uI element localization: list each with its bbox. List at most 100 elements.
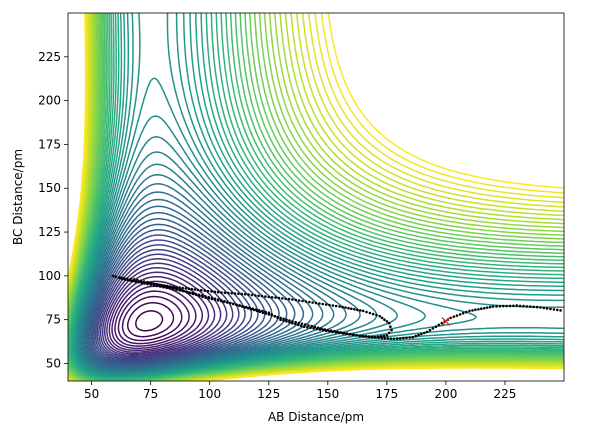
trajectory-point (365, 335, 368, 338)
contour-level (89, 223, 280, 366)
trajectory-point (159, 285, 162, 288)
contour-level (106, 271, 216, 353)
trajectory-point (132, 278, 136, 281)
trajectory-point (300, 322, 304, 326)
trajectory-point (304, 300, 308, 303)
trajectory-point (197, 293, 201, 297)
trajectory-point (471, 309, 474, 312)
trajectory-point (402, 336, 405, 340)
trajectory-point (461, 311, 465, 315)
trajectory-point (134, 280, 137, 283)
trajectory-point (518, 304, 522, 308)
trajectory-point (240, 305, 244, 308)
trajectory-point (387, 331, 391, 335)
trajectory-point (206, 289, 210, 293)
y-axis-ticks: 50 75 100 125 150 175 200 225 (38, 50, 68, 370)
x-tick-label: 175 (375, 387, 398, 401)
trajectory-point (353, 308, 356, 311)
contour-level (82, 183, 335, 371)
trajectory-point (502, 304, 505, 308)
trajectory-point (257, 294, 260, 298)
y-tick-label: 75 (46, 313, 61, 327)
x-tick-label: 225 (493, 387, 516, 401)
x-tick-label: 50 (84, 387, 99, 401)
trajectory-point (307, 324, 310, 327)
trajectory-point (308, 300, 311, 304)
trajectory-point (291, 321, 294, 325)
transition-marker (441, 316, 451, 326)
trajectory-point (118, 276, 122, 279)
trajectory-point (196, 288, 200, 292)
trajectory-point (488, 305, 492, 309)
trajectory-point (260, 294, 264, 298)
trajectory-point (249, 307, 253, 311)
trajectory-point (223, 291, 227, 295)
trajectory-point (440, 321, 444, 325)
x-tick-label: 75 (143, 387, 158, 401)
trajectory-point (498, 305, 502, 308)
trajectory-point (378, 314, 382, 318)
trajectory-point (220, 291, 223, 294)
trajectory-point (333, 330, 336, 333)
trajectory-point (181, 286, 184, 290)
contour-level (98, 253, 240, 359)
trajectory-point (204, 295, 207, 298)
trajectory-point (162, 285, 165, 289)
trajectory-point (455, 314, 459, 317)
contour-level (103, 266, 222, 355)
trajectory-point (552, 308, 556, 311)
trajectory-point (223, 300, 226, 303)
trajectory-point (274, 296, 277, 299)
trajectory-point (125, 278, 128, 281)
trajectory-point (508, 304, 512, 308)
trajectory-point (190, 287, 194, 291)
trajectory-point (512, 304, 515, 308)
contour-level (114, 285, 197, 347)
trajectory-point (193, 288, 197, 291)
contour-level (99, 258, 234, 358)
trajectory-point (349, 332, 352, 336)
trajectory-point (137, 280, 140, 284)
trajectory-point (175, 288, 178, 292)
trajectory-point (371, 312, 375, 316)
contour-level (135, 310, 164, 332)
trajectory-point (168, 287, 172, 290)
trajectory-point (140, 281, 143, 285)
trajectory-point (428, 328, 432, 332)
trajectory-point (437, 323, 441, 327)
trajectory-point (355, 333, 359, 337)
plot-frame (67, 12, 565, 382)
trajectory-point (542, 306, 546, 310)
trajectory-point (377, 336, 380, 339)
contour-lines (68, 13, 564, 381)
trajectory-point (358, 334, 362, 338)
trajectory-point (194, 292, 198, 296)
trajectory-point (341, 305, 344, 309)
trajectory-point (188, 291, 191, 294)
trajectory-point (255, 309, 259, 313)
trajectory-point (310, 324, 314, 328)
trajectory-point (387, 321, 391, 325)
trajectory-point (210, 296, 214, 300)
trajectory-point (203, 289, 206, 292)
trajectory-point (184, 287, 188, 290)
trajectory-point (485, 306, 489, 309)
trajectory-point (279, 318, 282, 322)
trajectory-point (380, 336, 384, 340)
trajectory-point (321, 302, 325, 306)
trajectory-point (299, 324, 303, 328)
trajectory-point (480, 307, 483, 311)
trajectory-point (165, 286, 169, 290)
trajectory-point (408, 336, 412, 339)
trajectory-point (250, 293, 254, 297)
contour-level (117, 290, 190, 345)
trajectory-point (184, 290, 188, 293)
trajectory-point (207, 295, 210, 299)
trajectory-point (232, 302, 235, 306)
trajectory-point (230, 292, 233, 295)
trajectory-point (258, 310, 262, 314)
trajectory-point (261, 311, 265, 315)
trajectory-point (365, 310, 368, 314)
trajectory-point (301, 299, 304, 303)
